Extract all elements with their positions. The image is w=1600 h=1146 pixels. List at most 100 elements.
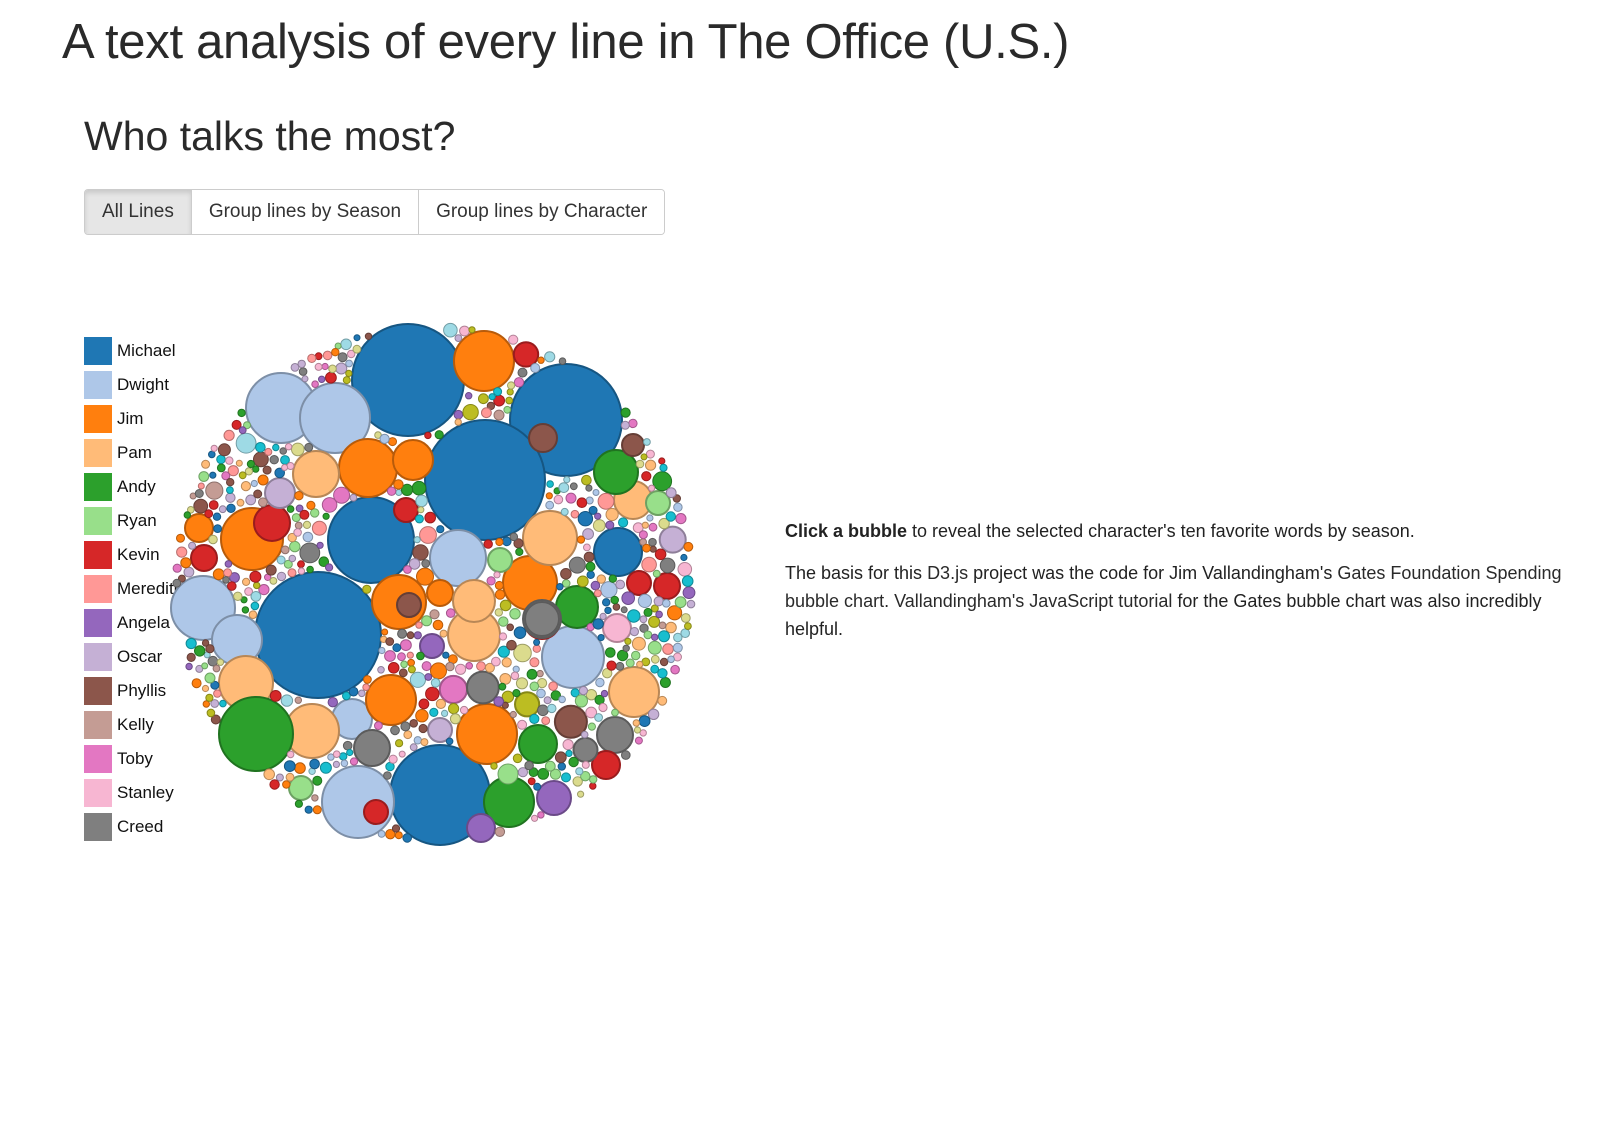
bubble-andy[interactable] (416, 651, 425, 661)
bubble-other[interactable] (681, 575, 694, 587)
bubble-creed[interactable] (558, 357, 567, 366)
bubble-other[interactable] (576, 575, 589, 588)
bubble-oscar[interactable] (301, 375, 309, 383)
bubble-oscar[interactable] (454, 334, 463, 343)
bubble-michael[interactable] (348, 686, 359, 697)
bubble-other[interactable] (650, 664, 660, 674)
bubble-andy[interactable] (434, 430, 444, 440)
bubble-other[interactable] (226, 486, 234, 495)
bubble-creed[interactable] (299, 542, 321, 564)
bubble-kevin[interactable] (512, 341, 540, 368)
bubble-ryan[interactable] (487, 547, 513, 573)
bubble-andy[interactable] (252, 465, 260, 473)
bubble-toby[interactable] (374, 721, 383, 731)
bubble-ryan[interactable] (400, 660, 408, 669)
bubble-andy[interactable] (401, 483, 414, 496)
bubble-angela[interactable] (493, 696, 505, 707)
bubble-other[interactable] (658, 630, 670, 643)
bubble-stanley[interactable] (508, 334, 519, 345)
bubble-phyllis[interactable] (553, 704, 588, 739)
bubble-phyllis[interactable] (396, 592, 422, 618)
bubble-toby[interactable] (648, 522, 658, 532)
bubble-other[interactable] (546, 480, 554, 488)
bubble-kevin[interactable] (269, 690, 282, 702)
bubble-other[interactable] (570, 688, 580, 698)
bubble-pam[interactable] (435, 698, 446, 709)
bubble-dwight[interactable] (340, 759, 349, 768)
bubble-stanley[interactable] (510, 671, 520, 681)
bubble-michael[interactable] (556, 583, 564, 591)
bubble-creed[interactable] (383, 771, 392, 780)
bubble-other[interactable] (233, 591, 243, 601)
bubble-stanley[interactable] (493, 571, 501, 579)
bubble-oscar[interactable] (408, 558, 421, 570)
bubble-michael[interactable] (209, 471, 217, 479)
bubble-dwight[interactable] (595, 677, 605, 688)
bubble-other[interactable] (572, 776, 583, 787)
bubble-toby[interactable] (465, 662, 474, 670)
bubble-pam[interactable] (499, 673, 512, 685)
bubble-jim[interactable] (453, 330, 515, 392)
bubble-andy[interactable] (286, 505, 295, 513)
bubble-other[interactable] (244, 467, 254, 476)
bubble-oscar[interactable] (615, 579, 626, 590)
bubble-other[interactable] (187, 506, 195, 514)
bubble-other[interactable] (633, 726, 642, 734)
bubble-kelly[interactable] (294, 696, 303, 704)
bubble-meredith[interactable] (481, 407, 492, 419)
bubble-toby[interactable] (321, 497, 338, 513)
bubble-oscar[interactable] (349, 493, 358, 502)
bubble-oscar[interactable] (647, 708, 660, 720)
bubble-oscar[interactable] (653, 596, 664, 607)
bubble-pam[interactable] (236, 498, 245, 507)
bubble-dwight[interactable] (378, 646, 386, 655)
bubble-pam[interactable] (632, 719, 640, 727)
d3-link[interactable]: D3.js (927, 563, 969, 583)
legend-item-creed[interactable]: Creed (84, 810, 194, 844)
bubble-oscar[interactable] (517, 767, 528, 778)
bubble-other[interactable] (216, 454, 226, 465)
bubble-michael[interactable] (212, 512, 222, 521)
bubble-kevin[interactable] (654, 548, 667, 561)
bubble-michael[interactable] (592, 618, 604, 630)
bubble-other[interactable] (507, 381, 516, 390)
bubble-oscar[interactable] (427, 717, 453, 743)
gates-chart-link[interactable]: Gates Foundation Spending bubble chart (785, 563, 1562, 611)
bubble-other[interactable] (529, 713, 540, 724)
bubble-other[interactable] (513, 643, 532, 663)
bubble-phyllis[interactable] (412, 544, 429, 561)
legend-item-kelly[interactable]: Kelly (84, 708, 194, 742)
bubble-toby[interactable] (397, 652, 406, 662)
bubble-other[interactable] (650, 604, 659, 613)
bubble-pam[interactable] (235, 459, 243, 467)
group-by-character-button[interactable]: Group lines by Character (419, 190, 665, 234)
bubble-kelly[interactable] (658, 621, 667, 630)
bubble-oscar[interactable] (332, 760, 340, 768)
bubble-toby[interactable] (638, 530, 648, 540)
bubble-meredith[interactable] (223, 568, 233, 578)
bubble-dwight[interactable] (673, 502, 683, 512)
legend-item-kevin[interactable]: Kevin (84, 538, 194, 572)
legend-item-michael[interactable]: Michael (84, 334, 194, 368)
bubble-jim[interactable] (683, 541, 694, 552)
bubble-dwight[interactable] (345, 359, 354, 368)
bubble-jim[interactable] (191, 678, 202, 689)
bubble-meredith[interactable] (593, 589, 602, 598)
bubble-other[interactable] (345, 369, 353, 378)
bubble-jim[interactable] (456, 703, 518, 765)
bubble-jim[interactable] (432, 619, 444, 631)
legend-item-stanley[interactable]: Stanley (84, 776, 194, 810)
bubble-jim[interactable] (642, 543, 651, 553)
bubble-other[interactable] (488, 393, 496, 401)
legend-item-angela[interactable]: Angela (84, 606, 194, 640)
bubble-pam[interactable] (439, 629, 448, 638)
bubble-angela[interactable] (621, 591, 636, 606)
legend-item-ryan[interactable]: Ryan (84, 504, 194, 538)
bubble-creed[interactable] (596, 716, 634, 754)
bubble-creed[interactable] (585, 484, 593, 492)
bubble-kelly[interactable] (280, 545, 290, 555)
bubble-angela[interactable] (424, 673, 433, 681)
bubble-other[interactable] (585, 689, 598, 701)
bubble-kevin[interactable] (269, 779, 280, 790)
bubble-michael[interactable] (557, 762, 566, 771)
